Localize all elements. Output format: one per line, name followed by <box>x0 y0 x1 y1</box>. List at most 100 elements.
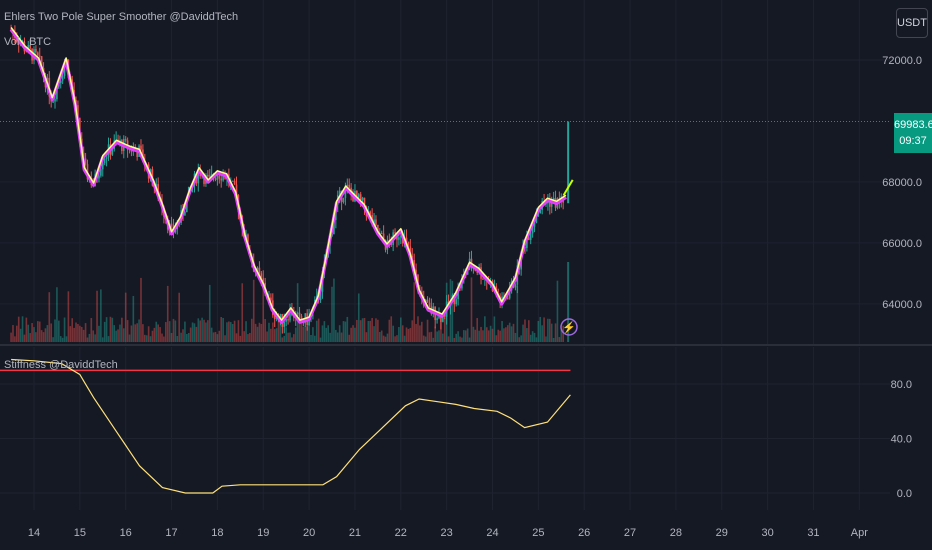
volume-bar <box>140 277 142 342</box>
volume-bar <box>396 335 398 342</box>
volume-bar <box>346 316 349 342</box>
volume-bar <box>377 319 379 342</box>
volume-bar <box>480 326 482 342</box>
stiffness-title[interactable]: Stiffness @DaviddTech <box>4 359 118 371</box>
x-tick-label: Apr <box>851 527 868 539</box>
volume-bar <box>168 321 171 342</box>
candle-body <box>506 298 509 300</box>
volume-bar <box>27 324 30 342</box>
volume-bar <box>298 317 301 342</box>
candle-body <box>357 194 360 198</box>
volume-bar <box>264 319 266 342</box>
candle-body <box>535 216 538 223</box>
volume-bar <box>21 316 24 342</box>
candle-body <box>59 80 62 84</box>
volume-bar <box>357 293 360 342</box>
volume-bar <box>558 337 561 342</box>
candle-body <box>348 184 351 188</box>
volume-bar <box>388 319 391 342</box>
candle-body <box>52 101 54 103</box>
volume-bar <box>335 329 337 342</box>
currency-button[interactable]: USDT <box>896 8 928 38</box>
volume-bar <box>161 333 163 342</box>
volume-bar <box>464 330 467 342</box>
candle-body <box>279 314 282 319</box>
volume-bar <box>390 316 393 342</box>
volume-bar <box>166 285 169 342</box>
candle-body <box>549 199 551 207</box>
x-tick-label: 31 <box>807 527 819 539</box>
lightning-marker <box>560 318 578 336</box>
volume-bar <box>52 337 54 342</box>
volume-bar <box>100 289 102 342</box>
volume-bar <box>132 295 135 342</box>
volume-bar <box>187 333 190 342</box>
volume-bar <box>226 322 228 342</box>
volume-bar <box>203 319 205 342</box>
candle-body <box>216 175 219 180</box>
volume-bar <box>48 292 51 342</box>
volume-bar <box>243 331 245 342</box>
volume-bar <box>176 335 179 342</box>
candle-body <box>270 297 272 301</box>
volume-bar <box>533 332 536 342</box>
volume-bar <box>96 290 98 342</box>
volume-bar <box>80 326 83 342</box>
candle-body <box>361 197 364 201</box>
volume-bar <box>115 330 117 342</box>
volume-bar <box>556 280 559 342</box>
volume-bar <box>348 334 351 342</box>
candle-body <box>455 299 458 305</box>
volume-bar <box>535 337 538 342</box>
volume-bar <box>537 320 540 342</box>
volume-bar <box>153 327 156 342</box>
volume-legend[interactable]: Vol · BTC <box>4 36 52 48</box>
volume-bar <box>417 316 419 342</box>
volume-bar <box>73 327 75 342</box>
volume-bar <box>201 317 203 342</box>
volume-bar <box>373 326 375 342</box>
volume-bar <box>434 326 436 342</box>
volume-bar <box>505 327 507 342</box>
volume-bar <box>210 327 213 342</box>
volume-bar <box>130 325 133 342</box>
volume-bar <box>46 325 49 342</box>
candle-body <box>197 170 200 184</box>
volume-bar <box>476 318 479 342</box>
candle-body <box>296 312 299 314</box>
x-tick-label: 17 <box>165 527 177 539</box>
volume-bar <box>422 335 425 342</box>
volume-bar <box>182 329 184 342</box>
volume-bar <box>497 329 500 342</box>
volume-bar <box>266 331 268 342</box>
y-tick-label: 72000.0 <box>882 55 922 67</box>
volume-bar <box>547 318 549 342</box>
volume-bar <box>459 336 461 342</box>
volume-bar <box>340 332 343 342</box>
candle-body <box>231 180 234 182</box>
volume-bar <box>495 335 498 342</box>
volume-bar <box>19 328 22 342</box>
candle-body <box>111 149 114 155</box>
volume-bar <box>231 323 234 342</box>
indicator-title[interactable]: Ehlers Two Pole Super Smoother @DaviddTe… <box>4 11 239 23</box>
volume-bar <box>562 325 564 342</box>
volume-bar <box>443 317 446 342</box>
volume-bar <box>111 317 114 342</box>
volume-bar <box>16 325 18 342</box>
volume-bar <box>61 337 64 342</box>
volume-bar <box>520 335 522 342</box>
volume-bar <box>300 318 303 342</box>
volume-bar <box>415 323 417 342</box>
volume-bar <box>405 327 408 342</box>
x-tick-label: 30 <box>761 527 773 539</box>
x-tick-label: 23 <box>441 527 453 539</box>
x-tick-label: 22 <box>395 527 407 539</box>
candle-body <box>37 52 39 56</box>
candle-body <box>300 315 303 322</box>
volume-bar <box>272 322 274 342</box>
smoother-tail <box>562 179 574 196</box>
volume-bar <box>474 329 477 342</box>
volume-bar <box>342 321 345 342</box>
